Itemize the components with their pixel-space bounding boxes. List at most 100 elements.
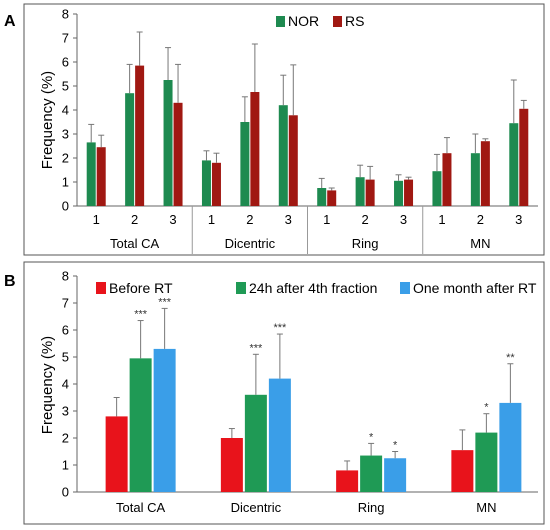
bar-rs [480,141,490,206]
y-tick-label: 3 [62,404,69,419]
significance-annotation: *** [158,296,172,308]
bar-rs [327,190,337,206]
bar-nor [201,160,211,206]
significance-annotation: ** [506,352,515,364]
bar-series-2 [268,378,291,492]
y-tick-label: 5 [62,79,69,94]
y-tick-label: 0 [62,199,69,214]
y-tick-label: 7 [62,31,69,46]
y-tick-label: 4 [62,103,69,118]
bar-rs [96,147,106,206]
significance-annotation: * [369,431,374,443]
panel-b-frame [23,261,545,525]
x-tick-label: 3 [169,212,176,227]
legend-swatch [400,282,410,294]
bar-nor [125,93,135,206]
y-tick-label: 6 [62,323,69,338]
y-tick-label: 3 [62,127,69,142]
x-tick-label: Ring [358,500,385,515]
bar-rs [288,115,298,206]
y-tick-label: 2 [62,431,69,446]
significance-annotation: * [393,440,398,452]
bar-nor [278,105,288,206]
panel-b-y-axis-label: Frequency (%) [39,336,56,434]
x-tick-label: 1 [93,212,100,227]
bar-series-1 [360,455,383,492]
y-tick-label: 0 [62,485,69,500]
y-tick-label: 8 [62,269,69,284]
legend-swatch [236,282,246,294]
bar-nor [240,122,250,206]
panel-b-label: B [4,273,16,290]
x-tick-label: 2 [246,212,253,227]
significance-annotation: *** [249,342,263,354]
bar-nor [163,80,173,206]
bar-rs [442,153,452,206]
bar-nor [432,171,442,206]
legend-swatch [96,282,106,294]
x-group-label: Dicentric [225,236,276,251]
bar-series-0 [105,416,128,492]
bar-series-2 [153,348,176,492]
bar-series-2 [384,458,407,492]
bar-nor [470,153,480,206]
y-tick-label: 1 [62,458,69,473]
y-tick-label: 6 [62,55,69,70]
x-tick-label: 3 [515,212,522,227]
bar-series-0 [220,438,243,492]
legend-label: One month after RT [413,280,537,296]
y-tick-label: 2 [62,151,69,166]
panel-a-frame [23,3,545,256]
bar-series-0 [336,470,359,492]
legend-swatch [276,16,285,27]
bar-rs [404,179,414,206]
significance-annotation: * [484,402,489,414]
x-tick-label: Dicentric [231,500,282,515]
bar-nor [317,188,327,206]
legend-swatch [333,16,342,27]
x-tick-label: 2 [362,212,369,227]
bar-rs [135,65,145,206]
bar-rs [519,108,529,206]
panel-a-label: A [4,13,16,30]
significance-annotation: *** [134,309,148,321]
panel-a-y-axis-label: Frequency (%) [39,71,56,169]
bar-series-2 [499,402,522,492]
bar-rs [250,92,260,206]
bar-series-1 [475,432,498,492]
x-tick-label: 3 [400,212,407,227]
y-tick-label: 5 [62,350,69,365]
x-tick-label: 3 [285,212,292,227]
bar-series-0 [451,450,474,492]
legend-label: RS [345,13,364,29]
bar-nor [509,123,519,206]
x-tick-label: 1 [438,212,445,227]
y-tick-label: 8 [62,7,69,22]
legend-label: Before RT [109,280,173,296]
bar-nor [86,142,96,206]
x-tick-label: 1 [323,212,330,227]
bar-nor [355,177,365,206]
y-tick-label: 1 [62,175,69,190]
bar-rs [173,102,183,206]
bar-rs [365,179,375,206]
legend-label: NOR [288,13,319,29]
legend-label: 24h after 4th fraction [249,280,377,296]
x-group-label: Ring [352,236,379,251]
bar-series-1 [244,394,267,492]
x-group-label: Total CA [110,236,159,251]
x-tick-label: 2 [477,212,484,227]
x-tick-label: 2 [131,212,138,227]
panel-a-chart: 0 1 2 3 4 5 6 7 8 1 2 3 Total CA 1 2 3 Dicentric 1 2 3 Ring 1… [62,7,538,254]
bar-series-1 [129,358,152,492]
y-tick-label: 4 [62,377,69,392]
x-group-label: MN [470,236,490,251]
x-tick-label: Total CA [116,500,165,515]
significance-annotation: *** [273,322,287,334]
bar-nor [394,180,404,206]
x-tick-label: 1 [208,212,215,227]
bar-rs [211,162,221,206]
x-tick-label: MN [476,500,496,515]
